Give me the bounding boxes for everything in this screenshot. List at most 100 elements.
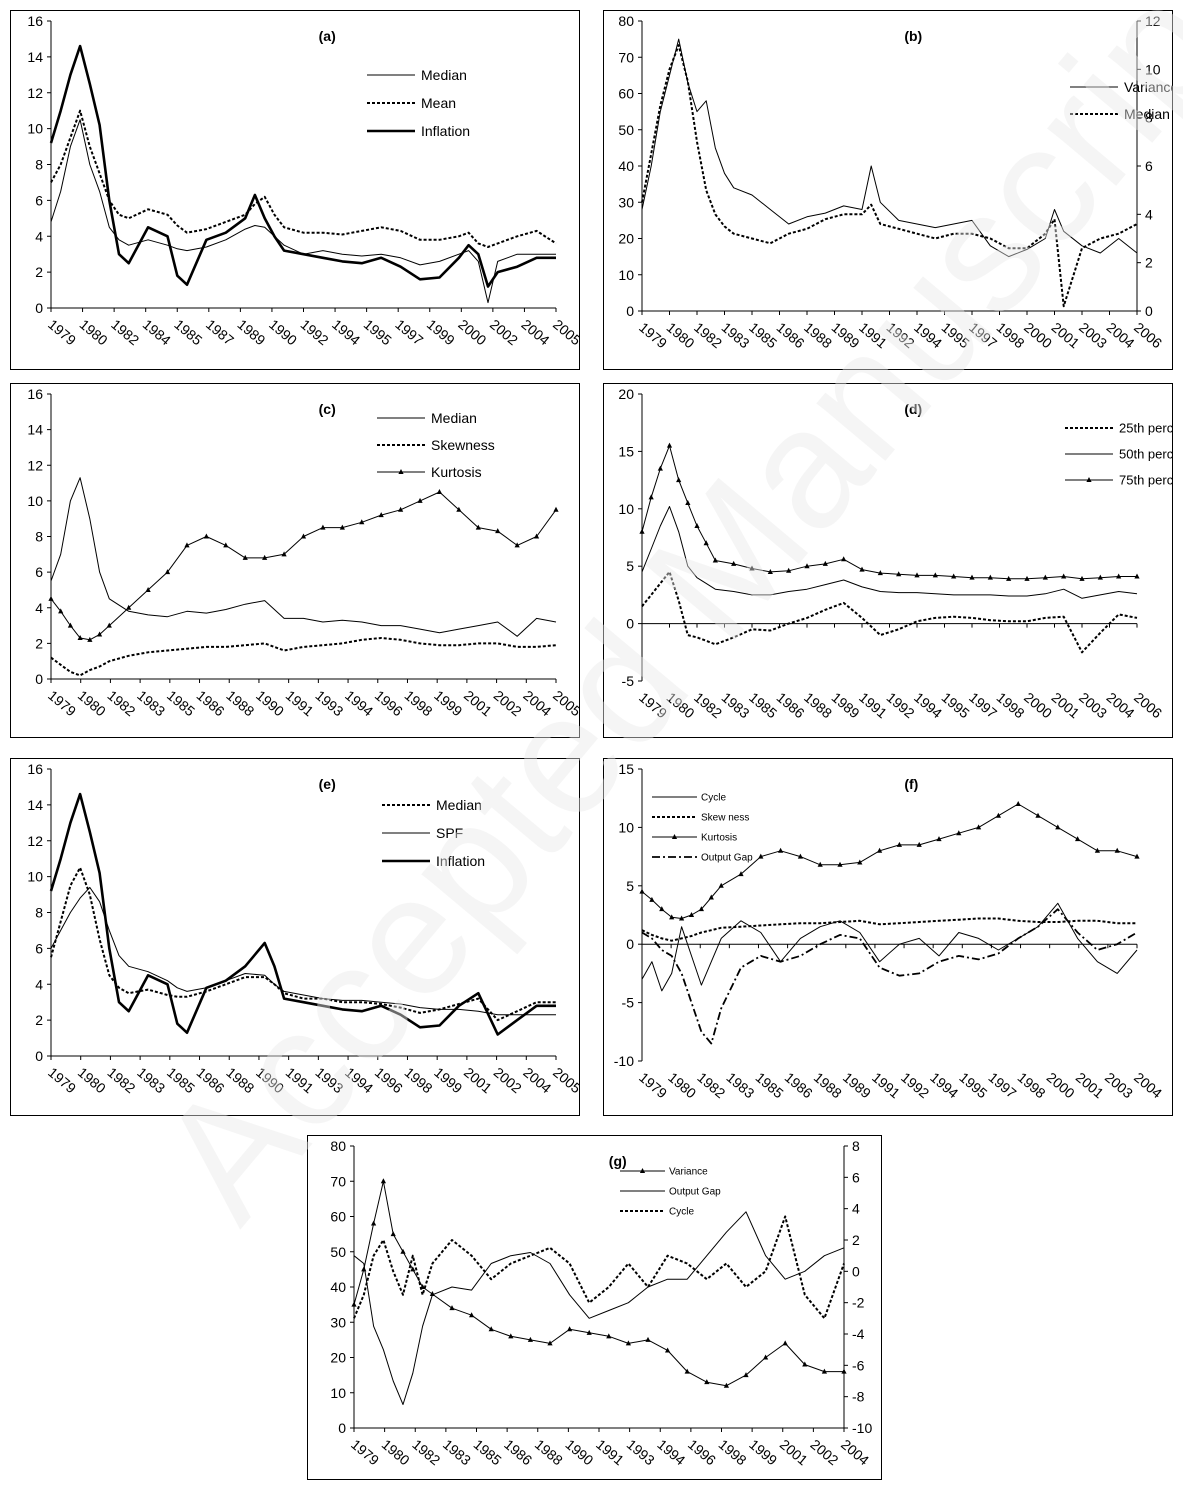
chart-f-series-kurtosis-point <box>1035 812 1041 818</box>
chart-a-xtick-label: 1992 <box>298 316 332 348</box>
chart-a-xtick-label: 2005 <box>550 316 579 348</box>
chart-c-xtick-label: 1993 <box>312 687 346 719</box>
chart-g-ytick-label: 20 <box>330 1350 346 1366</box>
chart-c-xtick-label: 1979 <box>45 687 79 719</box>
chart-d-legend-label: 50th percentile <box>1119 447 1172 462</box>
chart-g-ytick-label: 0 <box>338 1420 346 1436</box>
chart-f-series-kurtosis-point <box>708 894 714 900</box>
chart-b-xtick-label: 2004 <box>1104 319 1138 351</box>
chart-f-series-kurtosis-point <box>956 830 962 836</box>
chart-g-series-variance-point <box>645 1336 651 1342</box>
chart-panel-c: 0 2 4 6 8 10 12 14 16 1979 1980 1982 1983 1985 1986 198… <box>10 383 580 738</box>
chart-f-xtick-label: 1997 <box>985 1069 1019 1101</box>
chart-c-svg: 0 2 4 6 8 10 12 14 16 197919801982198319851986198… <box>27 386 579 719</box>
chart-c-xtick-label: 2002 <box>491 687 525 719</box>
chart-e-xtick-label: 1996 <box>372 1064 406 1096</box>
chart-c-series-kurtosis-point <box>359 519 365 525</box>
chart-b-ytick-right-label: 8 <box>1145 110 1153 126</box>
chart-e-xtick-label: 1979 <box>45 1064 79 1096</box>
chart-f-series-kurtosis-point <box>837 861 843 867</box>
chart-g-ytick-right-label: -6 <box>852 1357 865 1373</box>
chart-b-series-variance-line <box>641 38 1138 258</box>
chart-e-xtick-label: 1980 <box>75 1064 109 1096</box>
chart-a-xtick-label: 1987 <box>203 316 237 348</box>
chart-g-xtick-label: 1985 <box>471 1436 505 1468</box>
chart-d-xtick-label: 1985 <box>746 689 780 721</box>
chart-e-xtick-label: 1998 <box>402 1064 436 1096</box>
chart-e-panel-label: (e) <box>319 776 336 792</box>
chart-g-series-variance-point <box>508 1333 514 1339</box>
chart-panel-g: 0 10 20 30 40 50 60 70 80 -10 -8 -6 -4 -2 0 2 4 6 8 1979 198… <box>307 1135 882 1480</box>
chart-d-xtick-label: 1994 <box>911 689 945 721</box>
chart-a-ytick-label: 14 <box>27 49 43 65</box>
chart-d-xtick-label: 2000 <box>1021 689 1055 721</box>
chart-a-xtick-label: 2004 <box>519 316 553 348</box>
chart-e-legend-label: Median <box>436 797 482 813</box>
chart-d-series-75th-percentile-point <box>767 568 773 574</box>
chart-g-xtick-label: 1996 <box>685 1436 719 1468</box>
chart-e-ytick-label: 8 <box>35 905 43 921</box>
chart-c-series-kurtosis-point <box>184 542 190 548</box>
chart-e-xtick-label: 1999 <box>431 1064 465 1096</box>
chart-g-ytick-label: 40 <box>330 1279 346 1295</box>
chart-g-ytick-label: 50 <box>330 1244 346 1260</box>
chart-d-xtick-label: 1982 <box>691 689 725 721</box>
chart-panel-a: 0 2 4 6 8 10 12 14 16 1979 1980 1982 1984 1985 1987 198… <box>10 10 580 370</box>
chart-c-xtick-label: 1996 <box>372 687 406 719</box>
chart-c-series-kurtosis-point <box>495 528 501 534</box>
chart-f-series-kurtosis-point <box>995 812 1001 818</box>
chart-g-xtick-label: 1994 <box>654 1436 688 1468</box>
chart-f-series-output-gap-line <box>641 908 1138 1045</box>
chart-e-xtick-label: 1983 <box>134 1064 168 1096</box>
chart-f-legend-label: Kurtosis <box>701 833 737 844</box>
chart-g-series-variance-point <box>821 1368 827 1374</box>
chart-d-xtick-label: 2004 <box>1104 689 1138 721</box>
chart-e-ytick-label: 14 <box>27 797 43 813</box>
chart-d-series-50th-percentile-line <box>641 506 1138 599</box>
chart-b-series-median-line <box>641 44 1138 308</box>
chart-g-xtick-label: 2004 <box>838 1436 872 1468</box>
chart-g-xtick-label: 1983 <box>440 1436 474 1468</box>
chart-f-series-kurtosis-point <box>669 914 675 920</box>
chart-c-ytick-label: 10 <box>27 493 43 509</box>
chart-f-series-kurtosis-point <box>1094 847 1100 853</box>
chart-b-xtick-label: 2001 <box>1049 319 1083 351</box>
chart-g-series-variance-point <box>488 1326 494 1332</box>
chart-c-legend-marker <box>398 469 404 474</box>
chart-d-series-75th-percentile-point <box>951 573 957 579</box>
chart-d-series-75th-percentile-point <box>859 566 865 572</box>
chart-a-ytick-label: 0 <box>35 300 43 316</box>
chart-d-series-75th-percentile-point <box>786 567 792 573</box>
chart-g-svg: 01020304050607080-10-8-6-4-2024681979198… <box>330 1138 872 1468</box>
chart-c-xtick-label: 2004 <box>520 687 554 719</box>
chart-d-series-75th-percentile-point <box>657 465 663 471</box>
chart-d-series-75th-percentile-point <box>932 572 938 578</box>
chart-d-svg: -505101520197919801982198319851986198819… <box>618 386 1172 721</box>
chart-b-xtick-label: 1986 <box>774 319 808 351</box>
chart-f-ytick-label: 15 <box>618 761 634 777</box>
chart-d-series-75th-percentile-point <box>1134 573 1140 579</box>
chart-e-ytick-label: 2 <box>35 1012 43 1028</box>
chart-f-svg: -10-505101519791980198219831985198619881… <box>614 761 1166 1101</box>
chart-a-xtick-label: 1994 <box>329 316 363 348</box>
chart-f-series-kurtosis-point <box>688 912 695 917</box>
chart-d-ytick-label: 20 <box>618 386 634 402</box>
chart-g-xtick-label: 1980 <box>379 1436 413 1468</box>
chart-d-xtick-label: 1986 <box>774 689 808 721</box>
chart-f-xtick-label: 1985 <box>753 1069 787 1101</box>
chart-e-ytick-label: 6 <box>35 940 43 956</box>
chart-g-panel-label: (g) <box>609 1153 627 1169</box>
chart-e-xtick-label: 2001 <box>461 1064 495 1096</box>
chart-a-legend-label: Mean <box>421 95 456 111</box>
chart-g-series-variance-point <box>380 1178 386 1184</box>
chart-g-legend-label: Cycle <box>669 1207 694 1218</box>
chart-c-series-kurtosis-point <box>203 533 209 539</box>
chart-f-series-kurtosis-point <box>1015 801 1021 807</box>
chart-c-series-kurtosis-point <box>87 636 93 642</box>
chart-g-ytick-right-label: -8 <box>852 1389 865 1405</box>
chart-b-ytick-right-label: 10 <box>1145 61 1161 77</box>
chart-g-series-output-gap-line <box>353 1211 845 1405</box>
chart-d-series-75th-percentile-point <box>749 565 755 571</box>
chart-g-ytick-label: 60 <box>330 1209 346 1225</box>
chart-g-series-variance-point <box>763 1354 769 1360</box>
